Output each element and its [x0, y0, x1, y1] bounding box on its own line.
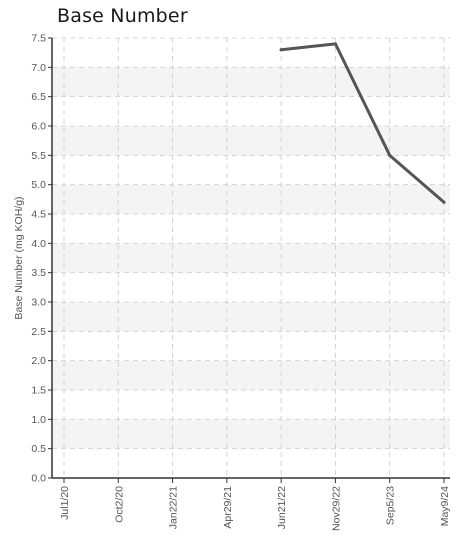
x-tick-label: Nov29/22 [330, 486, 342, 531]
background-band [52, 419, 450, 449]
y-tick-label: 1.0 [31, 414, 46, 426]
y-axis-title: Base Number (mg KOH/g) [13, 196, 25, 319]
background-band [52, 360, 450, 390]
series-lines [279, 42, 446, 204]
x-tick-labels: Jul1/20 Oct2/20 Jan22/21 Apr29/21 Jun21/22 No… [59, 478, 451, 531]
y-tick-label: 0.0 [31, 473, 46, 485]
y-tick-label: 4.0 [31, 238, 46, 250]
data-point [442, 200, 446, 204]
x-tick-label: Jan22/21 [168, 486, 180, 529]
x-tick-label: Sep5/23 [385, 486, 397, 525]
y-tick-label: 1.5 [31, 385, 46, 397]
x-tick-label: Apr29/21 [222, 486, 234, 529]
y-tick-label: 2.5 [31, 326, 46, 338]
y-tick-label: 5.5 [31, 150, 46, 162]
background-band [52, 184, 450, 214]
y-tick-label: 2.0 [31, 355, 46, 367]
data-point [333, 42, 337, 46]
data-point [279, 48, 283, 52]
x-tick-label: May9/24 [439, 486, 451, 526]
y-tick-label: 6.5 [31, 91, 46, 103]
y-tick-label: 3.5 [31, 267, 46, 279]
y-tick-label: 5.0 [31, 179, 46, 191]
series-line [279, 42, 446, 204]
background-band [52, 243, 450, 273]
y-tick-labels: 0.0 0.5 1.0 1.5 2.0 2.5 3.0 3.5 4.0 4.5 5.0 5.5 6.0 6… [31, 33, 52, 485]
chart-title: Base Number [57, 5, 188, 27]
y-tick-label: 0.5 [31, 443, 46, 455]
background-bands [52, 67, 450, 449]
x-tick-label: Oct2/20 [113, 486, 125, 523]
y-tick-label: 4.5 [31, 209, 46, 221]
background-band [52, 302, 450, 332]
background-band [52, 67, 450, 97]
y-tick-label: 7.5 [31, 33, 46, 45]
y-tick-label: 3.0 [31, 297, 46, 309]
vertical-gridlines [63, 38, 445, 478]
background-band [52, 126, 450, 156]
y-tick-label: 7.0 [31, 62, 46, 74]
y-tick-label: 6.0 [31, 121, 46, 133]
x-tick-label: Jun21/22 [276, 486, 288, 529]
data-point [388, 153, 392, 157]
x-tick-label: Jul1/20 [59, 486, 71, 520]
